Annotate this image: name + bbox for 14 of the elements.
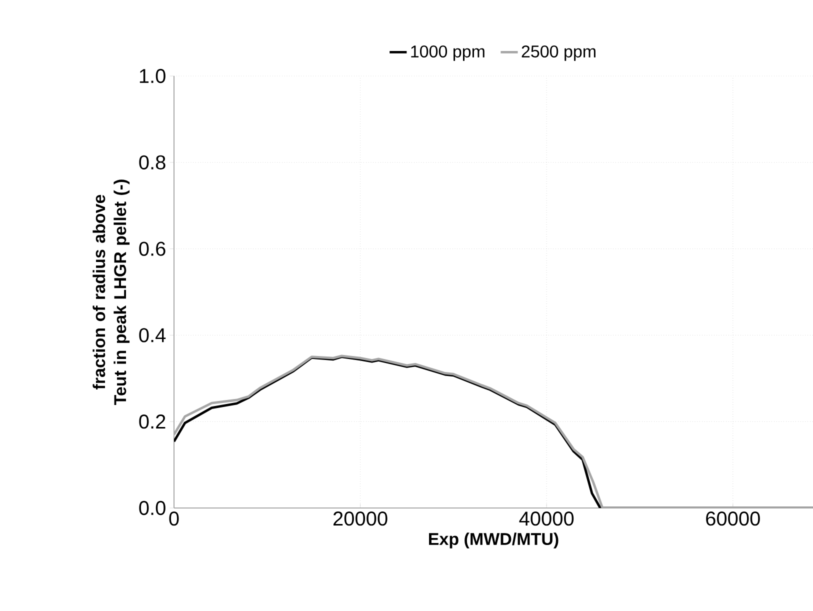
x-tick-label: 40000 (519, 512, 574, 526)
x-axis-title: Exp (MWD/MTU) (429, 532, 558, 548)
y-tick-label: 0.4 (139, 328, 166, 342)
x-tick-label: 60000 (706, 512, 760, 526)
y-tick-label: 0.6 (139, 242, 166, 256)
y-tick-label: 0.8 (139, 155, 166, 170)
x-tick-label: 0 (169, 512, 179, 526)
legend-label: 1000 ppm (411, 45, 484, 61)
y-tick-label: 1.0 (140, 68, 166, 84)
legend-label: 2500 ppm (522, 45, 596, 61)
y-axis-title: fraction of radius above Teut in peak LHGR pellet (-) (92, 180, 130, 405)
y-tick-label: 0.2 (139, 414, 166, 429)
y-tick-label: 0.0 (139, 500, 166, 516)
x-tick-label: 20000 (334, 512, 388, 526)
